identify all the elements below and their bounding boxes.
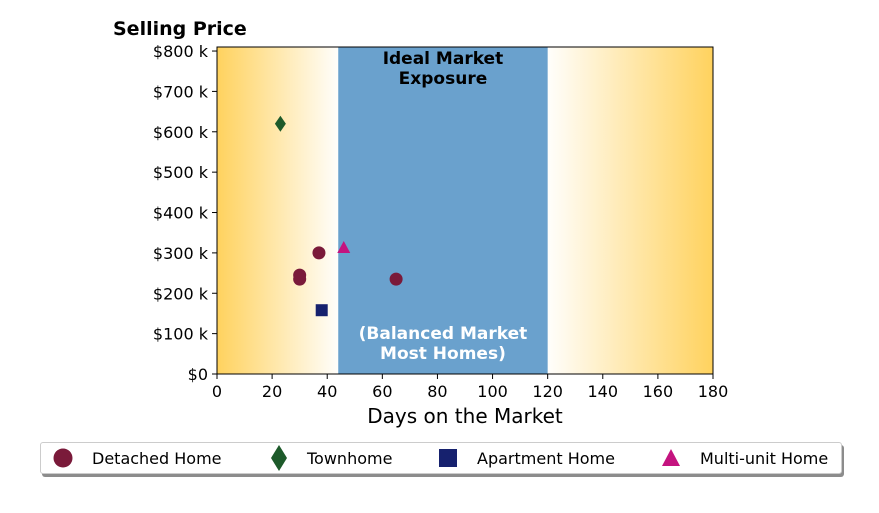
legend-label-multiunit: Multi-unit Home [700,448,829,468]
x-tick-label: 100 [477,382,508,401]
apartment-home-point [315,304,328,317]
y-tick-label: $200 k [153,284,209,303]
diamond-marker-icon [271,445,287,471]
plot-frame [216,46,714,375]
triangle-marker-icon [662,449,680,466]
legend-label-detached: Detached Home [92,448,222,468]
legend-label-apartment: Apartment Home [477,448,615,468]
y-tick-label: $700 k [153,82,209,101]
x-tick-label: 120 [532,382,563,401]
y-tick-label: $500 k [153,163,209,182]
legend-label-townhome: Townhome [307,448,393,468]
detached-home-point [312,246,326,260]
x-axis-label: Days on the Market [367,404,563,428]
x-tick-label: 0 [212,382,222,401]
square-marker-icon [439,449,457,467]
y-tick-label: $0 [188,365,208,384]
y-tick-label: $100 k [153,325,209,344]
ideal-label-top-line: Ideal Market [383,49,504,69]
x-tick-label: 20 [262,382,282,401]
legend-item-detached: Detached Home [52,443,222,473]
multi-unit-home-point [337,241,351,254]
x-tick-label: 80 [427,382,447,401]
y-tick-label: $800 k [153,42,209,61]
legend-item-townhome: Townhome [269,443,392,473]
legend-item-apartment: Apartment Home [437,443,615,473]
x-tick-label: 60 [372,382,392,401]
circle-marker-icon [53,448,73,468]
ideal-label-top-line: Exposure [399,69,488,89]
y-tick-label: $600 k [153,123,209,142]
y-tick-label: $300 k [153,244,209,263]
y-tick-label: $400 k [153,204,209,223]
x-tick-label: 180 [698,382,729,401]
detached-home-point [389,272,403,286]
x-tick-label: 160 [643,382,674,401]
legend-item-multiunit: Multi-unit Home [660,443,828,473]
x-tick-label: 40 [317,382,337,401]
legend: Detached Home Townhome Apartment Home Mu… [40,442,842,474]
chart-title: Selling Price [113,18,247,40]
x-tick-label: 140 [588,382,619,401]
detached-home-point [293,272,307,286]
ideal-label-bottom-line: Most Homes) [380,344,506,364]
ideal-market-band [338,47,548,374]
ideal-label-bottom-line: (Balanced Market [359,324,528,344]
townhome-point [274,115,286,132]
